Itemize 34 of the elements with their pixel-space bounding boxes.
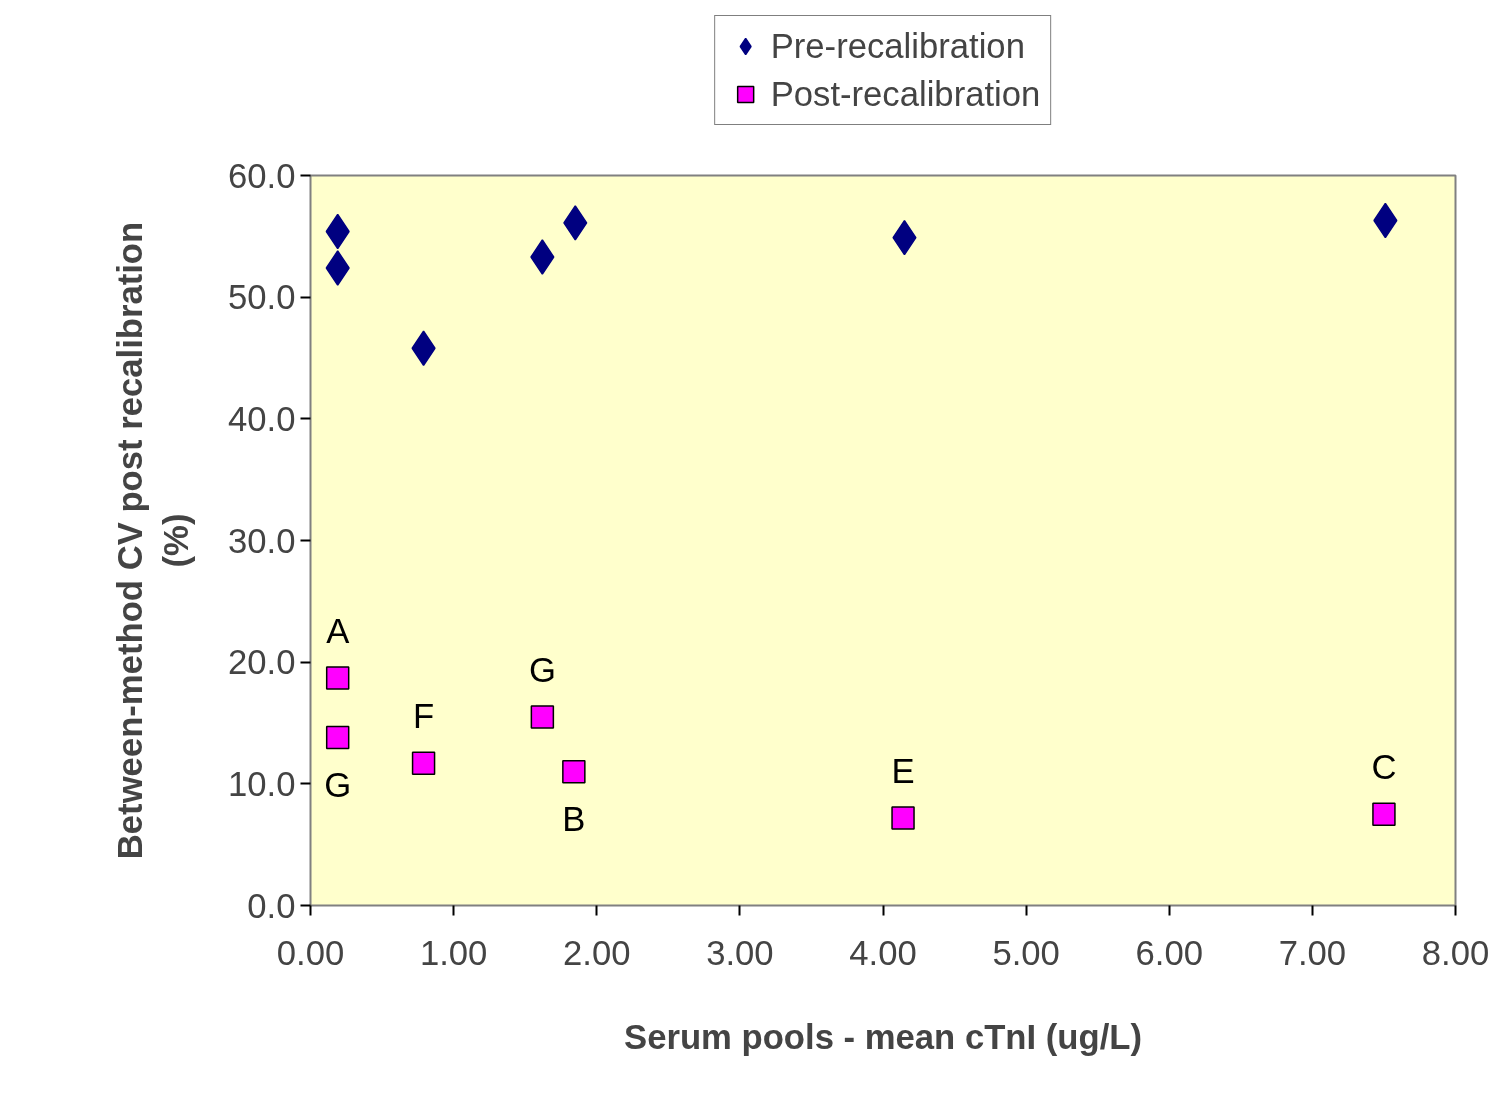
y-axis-title: Between-method CV post recalibration (%): [111, 221, 196, 860]
annotation: E: [891, 751, 915, 790]
x-tick-label: 3.00: [706, 933, 774, 972]
x-tick-label: 2.00: [563, 933, 631, 972]
point: [891, 806, 915, 830]
x-tick-label: 0.00: [276, 933, 345, 972]
point: [325, 666, 350, 690]
x-tick-label: 7.00: [1278, 933, 1347, 972]
annotation: F: [412, 697, 435, 736]
y-tick-label: 0.0: [247, 886, 296, 925]
y-tick-label: 10.0: [228, 764, 296, 803]
y-tick-label: 50.0: [228, 278, 296, 317]
x-tick-label: 5.00: [992, 933, 1060, 972]
x-tick-label: 6.00: [1135, 933, 1203, 972]
legend-label: Post-recalibration: [770, 74, 1041, 114]
annotation: C: [1371, 748, 1397, 787]
annotation: G: [528, 650, 556, 689]
point: [562, 759, 586, 784]
point: [325, 725, 350, 750]
annotation: A: [326, 611, 351, 650]
point: [411, 751, 436, 775]
y-tick-label: 20.0: [228, 643, 296, 682]
y-tick-label: 40.0: [228, 399, 296, 438]
x-tick-label: 1.00: [419, 933, 488, 972]
x-axis-title: Serum pools - mean cTnI (ug/L): [624, 1017, 1142, 1056]
annotation: B: [562, 799, 586, 838]
y-tick-label: 30.0: [228, 521, 296, 560]
annotation: G: [324, 765, 352, 804]
y-tick-label: 60.0: [228, 156, 296, 195]
x-tick-label: 8.00: [1421, 933, 1490, 972]
x-tick-label: 4.00: [849, 933, 917, 972]
point: [1372, 802, 1396, 826]
point: [530, 705, 555, 729]
legend-label: Pre-recalibration: [770, 26, 1025, 66]
